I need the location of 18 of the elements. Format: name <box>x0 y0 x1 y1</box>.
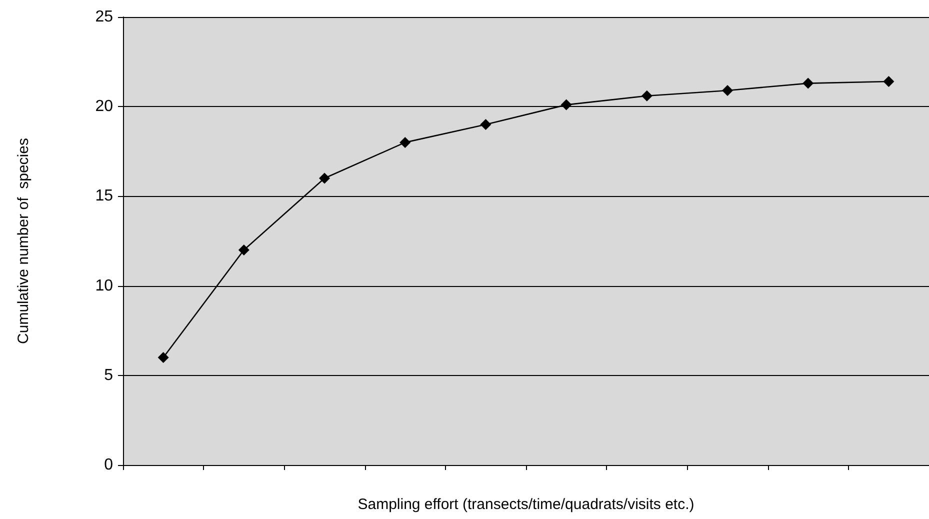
point <box>802 78 814 89</box>
point <box>158 352 169 363</box>
point <box>883 76 894 88</box>
point <box>641 90 652 102</box>
point <box>319 172 330 184</box>
y-tick-label: 10 <box>95 277 114 294</box>
y-tick-label: 0 <box>104 456 114 474</box>
point <box>722 84 733 96</box>
x-axis-title: Sampling effort (transects/time/quadrats/visits etc.) <box>358 496 694 513</box>
y-tick-label: 25 <box>95 8 114 26</box>
y-tick-label: 15 <box>95 188 114 205</box>
point <box>480 119 492 130</box>
point <box>560 99 572 110</box>
y-axis-title: Cumulative number of species <box>15 138 32 344</box>
y-tick-label: 5 <box>104 366 114 384</box>
y-tick-label: 20 <box>95 98 114 116</box>
point <box>238 244 250 256</box>
point <box>400 136 411 148</box>
